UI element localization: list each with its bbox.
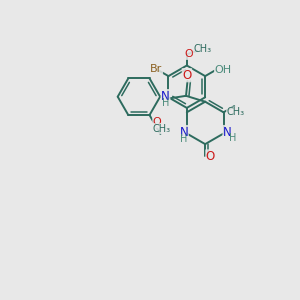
Text: N: N: [223, 125, 232, 139]
Text: CH₃: CH₃: [153, 124, 171, 134]
Text: O: O: [206, 150, 215, 163]
Text: OH: OH: [214, 65, 232, 76]
Text: O: O: [153, 117, 161, 128]
Text: H: H: [180, 134, 188, 144]
Text: H: H: [162, 98, 169, 109]
Text: CH₃: CH₃: [193, 44, 212, 54]
Text: Br: Br: [150, 64, 163, 74]
Text: O: O: [184, 49, 193, 59]
Text: N: N: [161, 90, 170, 103]
Text: N: N: [179, 125, 188, 139]
Text: O: O: [182, 69, 191, 82]
Text: CH₃: CH₃: [226, 107, 245, 117]
Text: H: H: [229, 133, 236, 143]
